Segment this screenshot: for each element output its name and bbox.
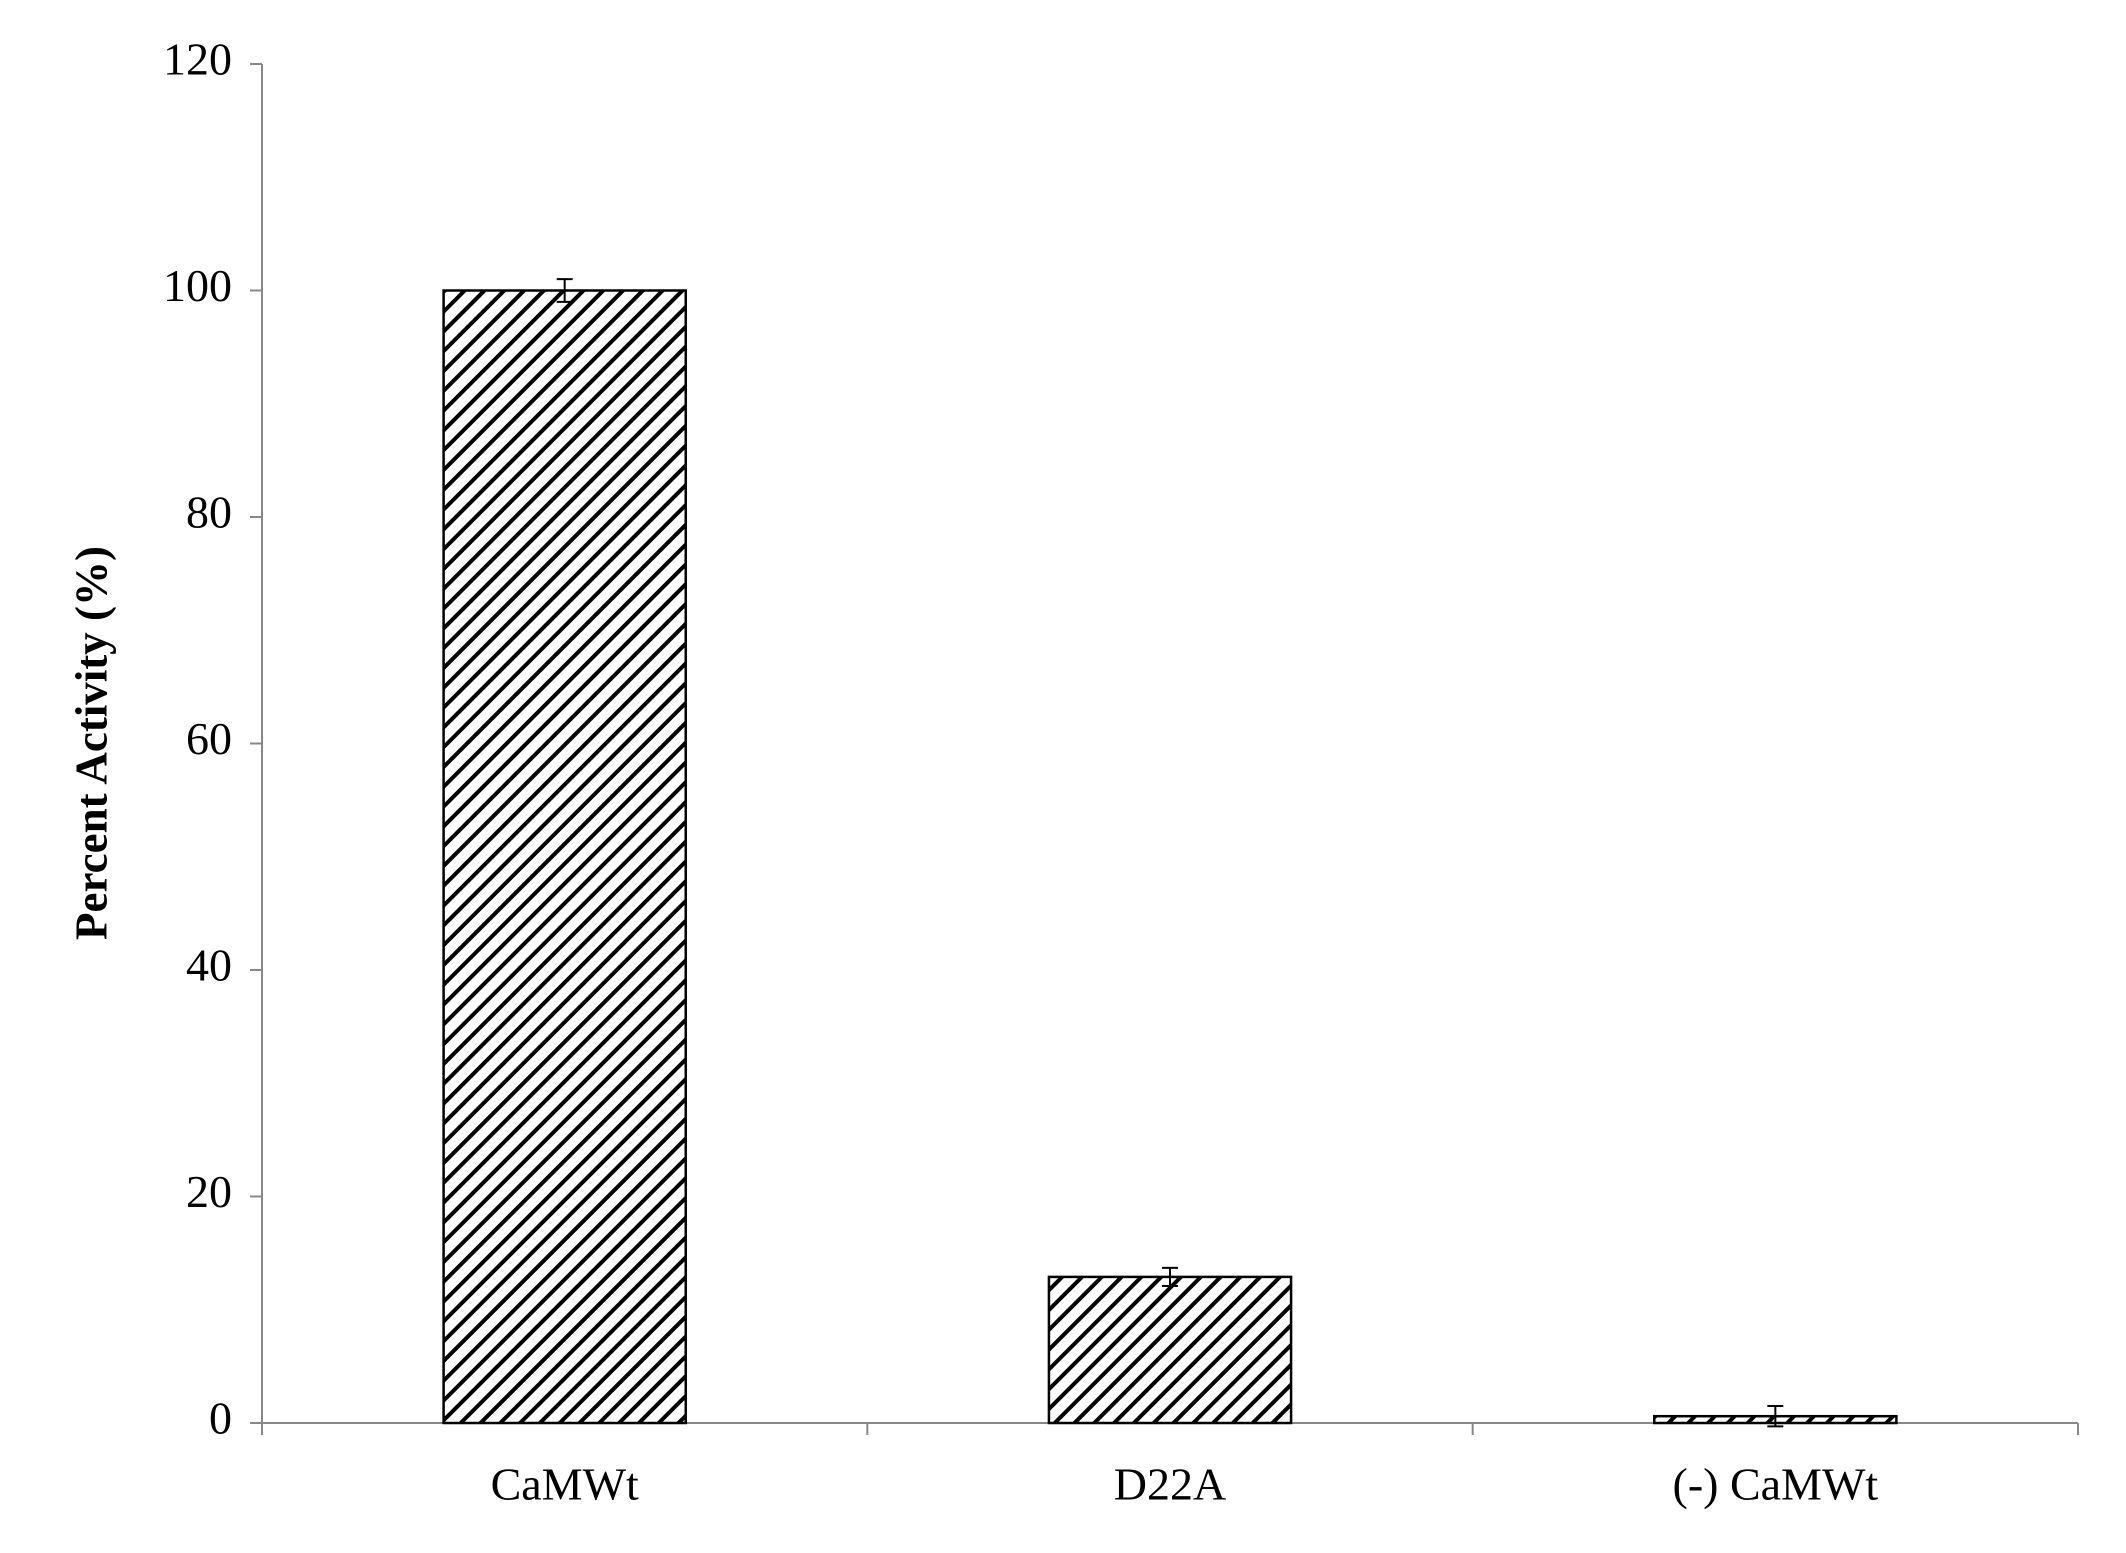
error-bar xyxy=(1767,1405,1784,1428)
error-bar xyxy=(556,278,573,303)
y-tick-label: 80 xyxy=(186,487,232,538)
y-tick-label: 120 xyxy=(163,34,232,85)
y-axis-label: Percent Activity (%) xyxy=(66,546,116,940)
x-tick-label: D22A xyxy=(1114,1459,1226,1510)
bar xyxy=(442,289,687,1425)
y-tick-label: 40 xyxy=(186,940,232,991)
bar xyxy=(1047,1275,1293,1425)
y-tick-label: 100 xyxy=(163,260,232,311)
y-tick-label: 60 xyxy=(186,713,232,764)
x-tick-label: CaMWt xyxy=(491,1459,639,1510)
x-tick-label: (-) CaMWt xyxy=(1673,1459,1879,1510)
error-bar xyxy=(1162,1266,1178,1287)
y-tick-label: 0 xyxy=(209,1393,232,1444)
y-tick-label: 20 xyxy=(186,1166,232,1217)
